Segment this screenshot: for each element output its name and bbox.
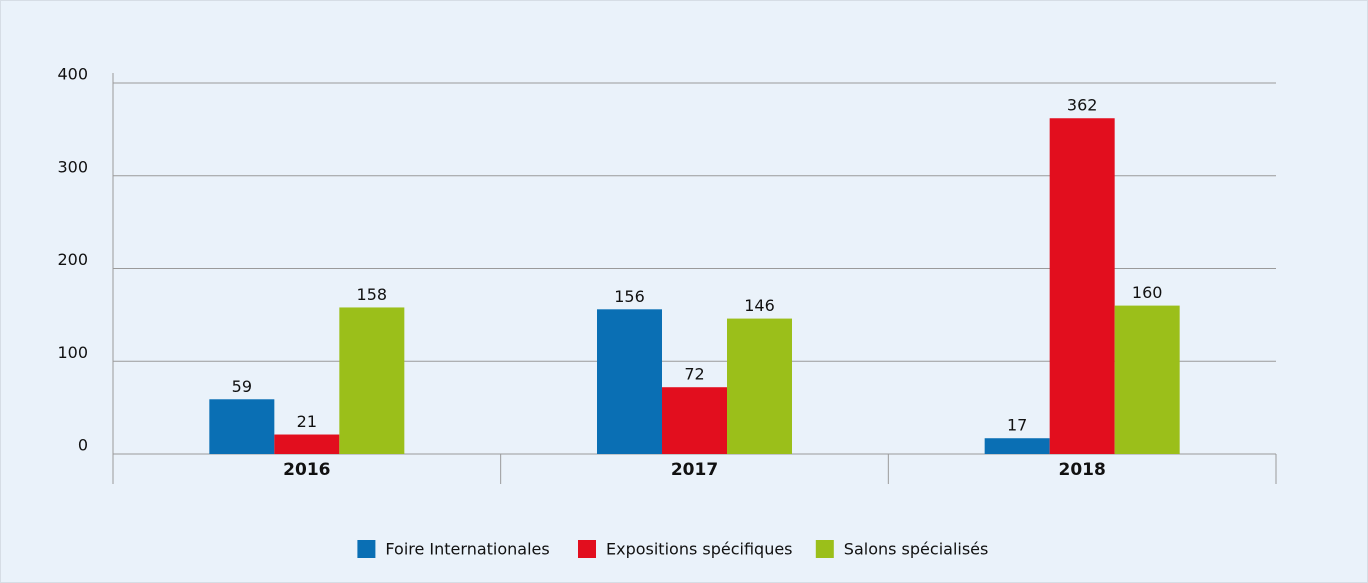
y-tick-label: 200 (57, 250, 88, 269)
legend-label: Salons spécialisés (844, 540, 989, 559)
data-label: 160 (1132, 283, 1163, 302)
bar (662, 387, 727, 454)
x-tick-label: 2017 (671, 460, 718, 480)
data-label: 21 (297, 412, 317, 431)
bar (339, 307, 405, 454)
data-label: 72 (684, 365, 704, 384)
legend-swatch (815, 540, 834, 558)
bar (727, 318, 792, 454)
data-label: 17 (1007, 416, 1027, 435)
legend-swatch (357, 540, 376, 558)
data-label: 158 (357, 285, 388, 304)
y-tick-label: 300 (57, 157, 88, 176)
bar (984, 438, 1050, 454)
data-label: 156 (614, 287, 645, 306)
data-label: 59 (232, 377, 252, 396)
y-tick-label: 400 (57, 65, 88, 84)
bar (209, 399, 275, 454)
bar (1114, 305, 1180, 454)
x-tick-label: 2016 (283, 460, 330, 480)
legend-label: Foire Internationales (385, 540, 549, 559)
y-tick-label: 0 (78, 436, 88, 455)
bar (274, 434, 340, 454)
bar (597, 309, 662, 454)
x-tick-label: 2018 (1059, 460, 1106, 480)
legend-label: Expositions spécifiques (606, 540, 793, 559)
data-label: 362 (1067, 96, 1098, 115)
legend-swatch (578, 540, 596, 558)
bar (1049, 118, 1115, 455)
y-tick-label: 100 (57, 343, 88, 362)
data-label: 146 (744, 296, 775, 315)
